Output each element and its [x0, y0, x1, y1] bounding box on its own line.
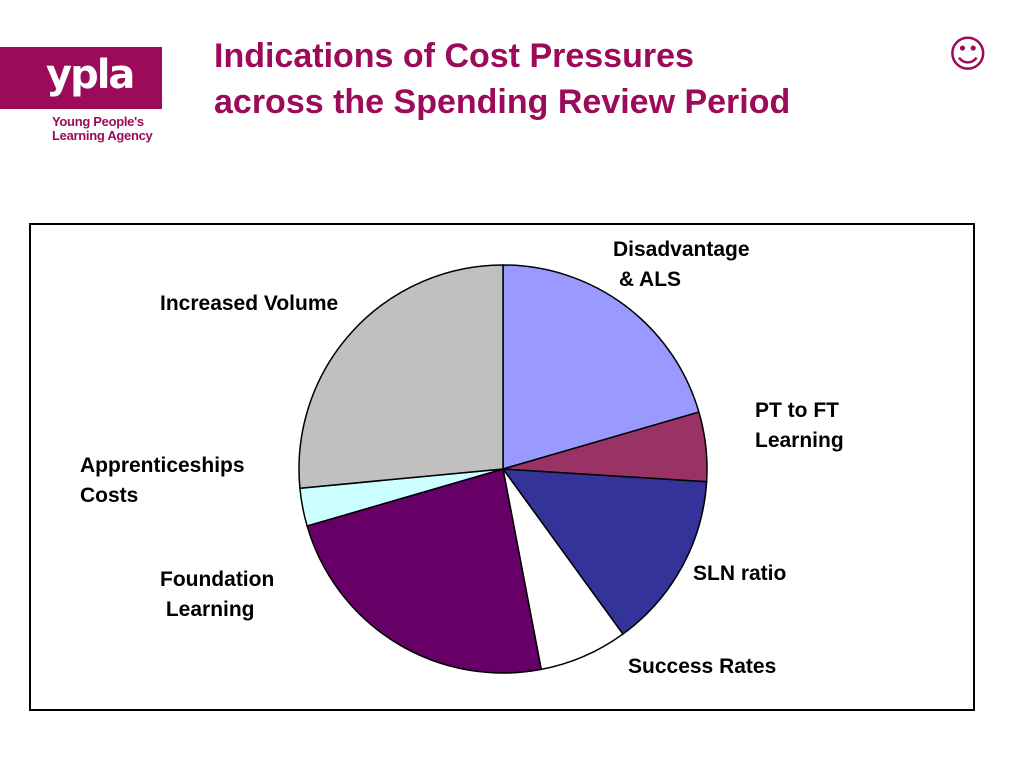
slice-label-line: Increased Volume [160, 292, 338, 315]
slice-label-1: PT to FT Learning [755, 399, 844, 452]
pie-labels: Disadvantage & ALS PT to FT Learning SLN ra… [80, 238, 844, 678]
slice-label-line: & ALS [613, 268, 681, 291]
page-title-line2: across the Spending Review Period [214, 83, 791, 121]
logo-box: ypla [0, 47, 162, 109]
logo-tagline: Young People's Learning Agency [52, 114, 153, 143]
pie-slice-6 [298, 264, 504, 489]
slice-label-5: Apprenticeships Costs [80, 454, 245, 507]
pie-slices [298, 264, 708, 674]
pie-chart: Disadvantage & ALS PT to FT Learning SLN ra… [80, 238, 844, 678]
slice-label-4: Foundation Learning [160, 568, 274, 621]
slice-label-line: SLN ratio [693, 562, 786, 585]
slice-label-2: SLN ratio [693, 562, 786, 585]
slice-label-line: Apprenticeships [80, 454, 245, 477]
slice-label-6: Increased Volume [160, 292, 338, 315]
page-title-line1: Indications of Cost Pressures [214, 37, 694, 75]
pie-slice-4 [306, 468, 542, 674]
slice-label-line: Costs [80, 484, 138, 507]
slice-label-line: PT to FT [755, 399, 839, 422]
logo-tagline-line1: Young People's [52, 114, 144, 129]
pie-slice-2 [502, 468, 708, 635]
slice-label-line: Disadvantage [613, 238, 750, 261]
slice-label-line: Learning [755, 429, 844, 452]
smiley-icon: ☺ [948, 32, 988, 76]
ypla-logo: ypla Young People's Learning Agency [0, 47, 165, 147]
pie-slice-0 [502, 264, 700, 470]
chart-frame: Disadvantage & ALS PT to FT Learning SLN ra… [29, 223, 975, 711]
slice-label-0: Disadvantage & ALS [613, 238, 750, 291]
logo-tagline-line2: Learning Agency [52, 128, 153, 143]
slice-label-3: Success Rates [628, 655, 776, 678]
slice-label-line: Learning [160, 598, 255, 621]
slice-label-line: Foundation [160, 568, 274, 591]
slice-label-line: Success Rates [628, 655, 776, 678]
logo-wordmark: ypla [46, 52, 135, 98]
page-title: Indications of Cost Pressures across the… [214, 33, 934, 125]
